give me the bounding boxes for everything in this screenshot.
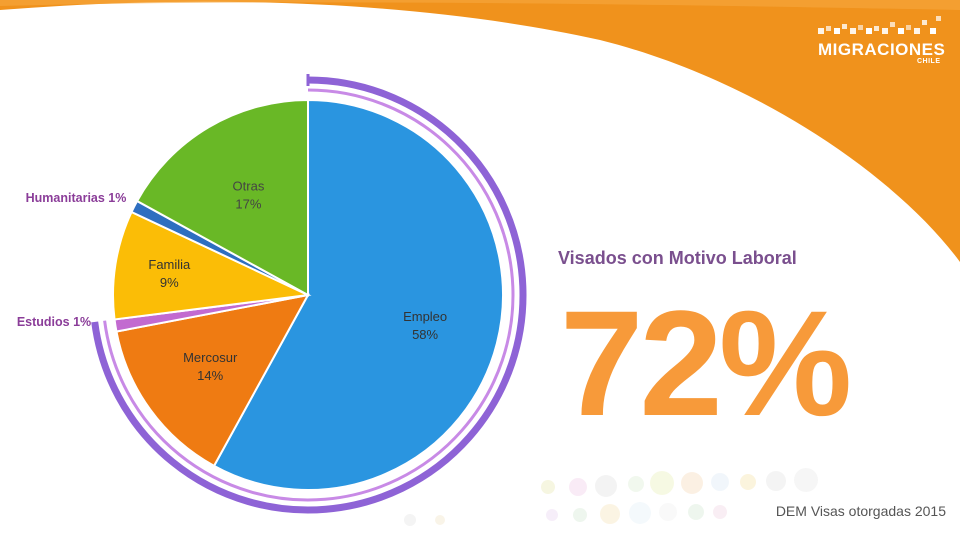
slice-label-empleo: Empleo — [403, 309, 447, 324]
pie-labels: Empleo 58% Mercosur 14% Estudios 1% Familia 9%… — [17, 178, 447, 383]
highlight-arc-outer — [91, 76, 527, 514]
source-note: DEM Visas otorgadas 2015 — [775, 503, 946, 519]
slice-mercosur — [115, 293, 310, 468]
brand-logo: MIGRACIONES CHILE — [812, 14, 948, 74]
slice-empleo — [212, 98, 504, 491]
brand-name: MIGRACIONES — [818, 40, 946, 59]
slice-value-empleo: 58% — [412, 327, 438, 342]
logo-dots-icon — [818, 16, 941, 34]
decorative-dots — [404, 468, 818, 526]
highlight-title: Visados con Motivo Laboral — [558, 248, 797, 268]
slice-otras — [135, 98, 309, 297]
swoosh-highlight — [0, 0, 960, 10]
pie-slices — [112, 98, 504, 491]
brand-sub: CHILE — [917, 58, 941, 65]
slice-value-mercosur: 14% — [197, 368, 223, 383]
slice-label-otras: Otras — [233, 178, 265, 193]
slice-label-estudios: Estudios 1% — [17, 315, 91, 329]
slice-value-familia: 9% — [160, 275, 179, 290]
slice-label-humanitarias: Humanitarias 1% — [26, 191, 127, 205]
orange-swoosh — [0, 0, 960, 262]
highlight-arc — [91, 74, 527, 514]
highlight-arc-inner — [103, 88, 515, 502]
slice-label-mercosur: Mercosur — [183, 350, 238, 365]
slice-value-otras: 17% — [235, 196, 261, 211]
slice-label-familia: Familia — [148, 257, 191, 272]
pie-chart: Empleo 58% Mercosur 14% Estudios 1% Familia 9%… — [17, 74, 527, 514]
highlight-value: 72% — [560, 279, 852, 447]
slice-familia — [112, 210, 312, 321]
